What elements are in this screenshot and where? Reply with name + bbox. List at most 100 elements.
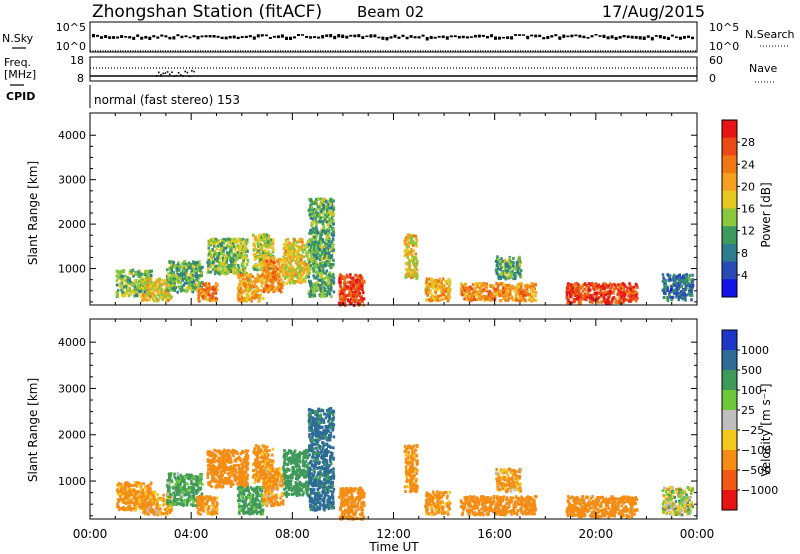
scatter-cell	[241, 262, 244, 266]
scatter-cell	[271, 254, 275, 258]
scatter-cell	[403, 249, 407, 253]
scatter-cell	[132, 274, 135, 278]
nsky-sample	[602, 34, 606, 38]
scatter-cell	[150, 274, 153, 277]
scatter-cell	[446, 299, 450, 303]
scatter-cell	[678, 274, 681, 278]
scatter-cell	[585, 285, 588, 289]
scatter-cell	[630, 291, 633, 295]
scatter-cell	[518, 255, 521, 259]
scatter-cell	[185, 489, 188, 493]
scatter-cell	[508, 261, 512, 265]
scatter-cell	[512, 273, 516, 277]
scatter-cell	[289, 264, 293, 268]
scatter-cell	[425, 298, 428, 302]
scatter-cell	[356, 293, 360, 297]
scatter-cell	[356, 275, 360, 279]
scatter-cell	[508, 265, 512, 269]
nsky-sample	[337, 34, 341, 38]
scatter-cell	[249, 287, 252, 291]
scatter-cell	[595, 286, 598, 290]
scatter-cell	[319, 286, 322, 290]
nsky-sample	[670, 34, 674, 37]
scatter-cell	[224, 254, 228, 258]
scatter-cell	[360, 295, 363, 298]
scatter-cell	[614, 300, 617, 304]
scatter-cell	[326, 243, 329, 247]
scatter-cell	[126, 496, 130, 500]
scatter-cell	[345, 273, 349, 277]
scatter-cell	[234, 271, 237, 275]
scatter-cell	[166, 485, 170, 489]
scatter-cell	[190, 482, 193, 486]
scatter-cell	[448, 278, 451, 282]
scatter-cell	[427, 298, 431, 302]
scatter-cell	[305, 272, 309, 276]
scatter-cell	[313, 248, 316, 252]
scatter-cell	[412, 234, 416, 238]
scatter-cell	[670, 298, 673, 302]
scatter-cell	[280, 282, 284, 286]
scatter-cell	[151, 493, 154, 497]
nsearch-label: N.Search	[745, 28, 795, 41]
scatter-cell	[301, 273, 305, 277]
scatter-cell	[170, 509, 173, 512]
scatter-cell	[404, 273, 408, 277]
scatter-cell	[249, 274, 252, 278]
scatter-cell	[168, 508, 171, 512]
scatter-cell	[240, 283, 244, 287]
scatter-cell	[237, 289, 241, 293]
scatter-cell	[284, 253, 287, 256]
scatter-cell	[320, 232, 323, 236]
scatter-cell	[149, 277, 152, 281]
scatter-cell	[499, 268, 502, 272]
scatter-cell	[137, 490, 141, 494]
colorbar-segment	[722, 190, 737, 209]
scatter-cell	[331, 249, 335, 252]
scatter-cell	[152, 496, 156, 500]
scatter-cell	[429, 284, 432, 288]
scatter-cell	[168, 294, 171, 298]
scatter-cell	[147, 492, 151, 496]
colorbar-segment	[722, 120, 737, 139]
scatter-cell	[174, 486, 177, 490]
scatter-cell	[672, 275, 675, 279]
scatter-cell	[227, 270, 231, 274]
scatter-cell	[225, 267, 228, 270]
scatter-cell	[208, 294, 212, 298]
scatter-cell	[124, 484, 128, 488]
nsky-sample	[393, 34, 397, 38]
scatter-cell	[178, 285, 181, 289]
scatter-cell	[264, 286, 267, 290]
scatter-cell	[236, 257, 239, 261]
scatter-cell	[327, 226, 330, 230]
scatter-cell	[241, 273, 245, 277]
scatter-cell	[216, 244, 219, 248]
scatter-cell	[133, 294, 136, 298]
scatter-cell	[170, 282, 173, 286]
scatter-cell	[321, 284, 324, 287]
scatter-cell	[479, 292, 483, 296]
scatter-cell	[260, 259, 263, 263]
scatter-cell	[354, 292, 357, 296]
scatter-cell	[207, 282, 211, 286]
scatter-cell	[207, 267, 210, 271]
scatter-cell	[595, 284, 599, 288]
scatter-cell	[133, 281, 136, 285]
scatter-cell	[436, 282, 440, 286]
scatter-cell	[513, 298, 516, 302]
scatter-cell	[297, 247, 300, 251]
scatter-cell	[523, 288, 526, 292]
scatter-cell	[316, 205, 320, 209]
scatter-cell	[168, 511, 172, 514]
scatter-cell	[324, 231, 327, 235]
scatter-cell	[416, 268, 419, 272]
scatter-cell	[343, 283, 347, 287]
scatter-cell	[512, 256, 515, 260]
scatter-cell	[242, 296, 245, 300]
nsky-sample	[650, 36, 654, 41]
scatter-cell	[243, 243, 247, 247]
scatter-cell	[124, 292, 127, 296]
scatter-cell	[602, 282, 605, 286]
scatter-cell	[325, 204, 328, 208]
